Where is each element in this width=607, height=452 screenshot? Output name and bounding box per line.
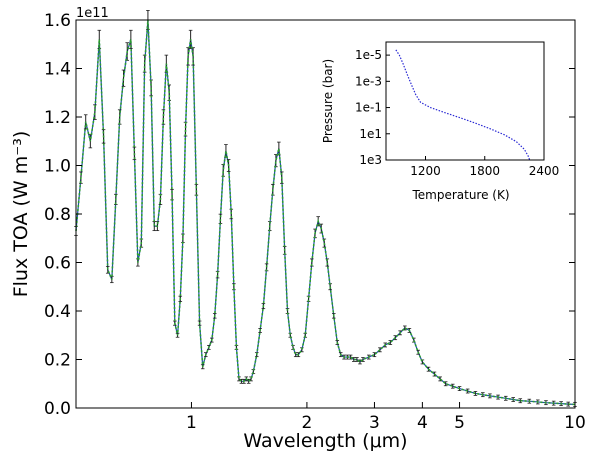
x-axis-label: Wavelength (μm) — [243, 430, 407, 452]
y-tick-label: 1.4 — [44, 60, 71, 80]
y-tick-label: 1.6 — [44, 11, 71, 31]
inset-x-ticks: 1200 1800 2400 — [410, 156, 559, 178]
inset-x-tick-label: 2400 — [529, 164, 560, 178]
flux-point — [355, 357, 359, 362]
x-tick-label: 10 — [564, 413, 586, 433]
y-tick-label: 1.2 — [44, 108, 71, 128]
flux-point — [465, 388, 470, 394]
flux-point — [351, 357, 356, 362]
flux-point — [161, 109, 166, 125]
y-axis-label: Flux TOA (W m⁻³) — [10, 131, 32, 298]
flux-point — [221, 164, 226, 177]
flux-point — [183, 121, 188, 137]
x-tick-label: 3 — [369, 413, 380, 433]
flux-point — [348, 354, 353, 360]
x-tick-label: 1 — [186, 413, 197, 433]
inset-y-tick-label: 1e-5 — [355, 48, 382, 62]
main-x-ticks: 1 2 3 4 5 10 — [186, 402, 586, 433]
main-y-ticks: 0.0 0.2 0.4 0.6 0.8 1.0 1.2 1.4 1.6 — [44, 11, 575, 419]
inset-y-tick-label: 1e-3 — [355, 74, 382, 88]
inset-y-tick-label: 1e3 — [359, 153, 382, 167]
inset-y-axis-label: Pressure (bar) — [321, 59, 335, 143]
inset-plot: 1200 1800 2400 1e-5 1e-3 1e-1 1e1 1e3 Temperat… — [321, 41, 559, 202]
inset-y-tick-label: 1e-1 — [355, 101, 382, 115]
inset-y-tick-label: 1e1 — [359, 127, 382, 141]
y-tick-label: 0.6 — [44, 254, 71, 274]
y-tick-label: 0.2 — [44, 351, 71, 371]
flux-dotted-line — [75, 19, 576, 406]
main-plot: 1 2 3 4 5 10 0.00.20.40.60.81.01.21.41.6 1e11… — [10, 6, 586, 452]
x-tick-label: 4 — [417, 413, 428, 433]
inset-y-ticks: 1e-5 1e-3 1e-1 1e1 1e3 — [355, 48, 390, 167]
y-tick-label: 0.8 — [44, 205, 71, 225]
flux-point — [566, 401, 571, 407]
y-tick-label: 1.0 — [44, 157, 71, 177]
main-series-group — [74, 9, 577, 407]
inset-x-tick-label: 1800 — [469, 164, 500, 178]
flux-point — [170, 188, 174, 201]
y-tick-label: 0.0 — [44, 399, 71, 419]
flux-point — [358, 359, 362, 365]
flux-point — [194, 183, 199, 196]
flux-point — [93, 104, 97, 120]
inset-background — [386, 42, 544, 160]
inset-axes-frame — [385, 41, 545, 161]
temperature-profile-line — [395, 49, 531, 161]
y-tick-label: 0.4 — [44, 302, 71, 322]
inset-x-axis-label: Temperature (K) — [411, 188, 509, 202]
inset-series-group — [395, 49, 531, 161]
y-offset-text: 1e11 — [76, 6, 109, 21]
x-tick-label: 5 — [454, 413, 465, 433]
flux-point — [518, 398, 523, 404]
x-tick-label: 2 — [302, 413, 313, 433]
flux-point — [152, 221, 157, 232]
inset-x-tick-label: 1200 — [410, 164, 441, 178]
flux-point — [450, 383, 455, 389]
flux-point — [473, 391, 478, 396]
